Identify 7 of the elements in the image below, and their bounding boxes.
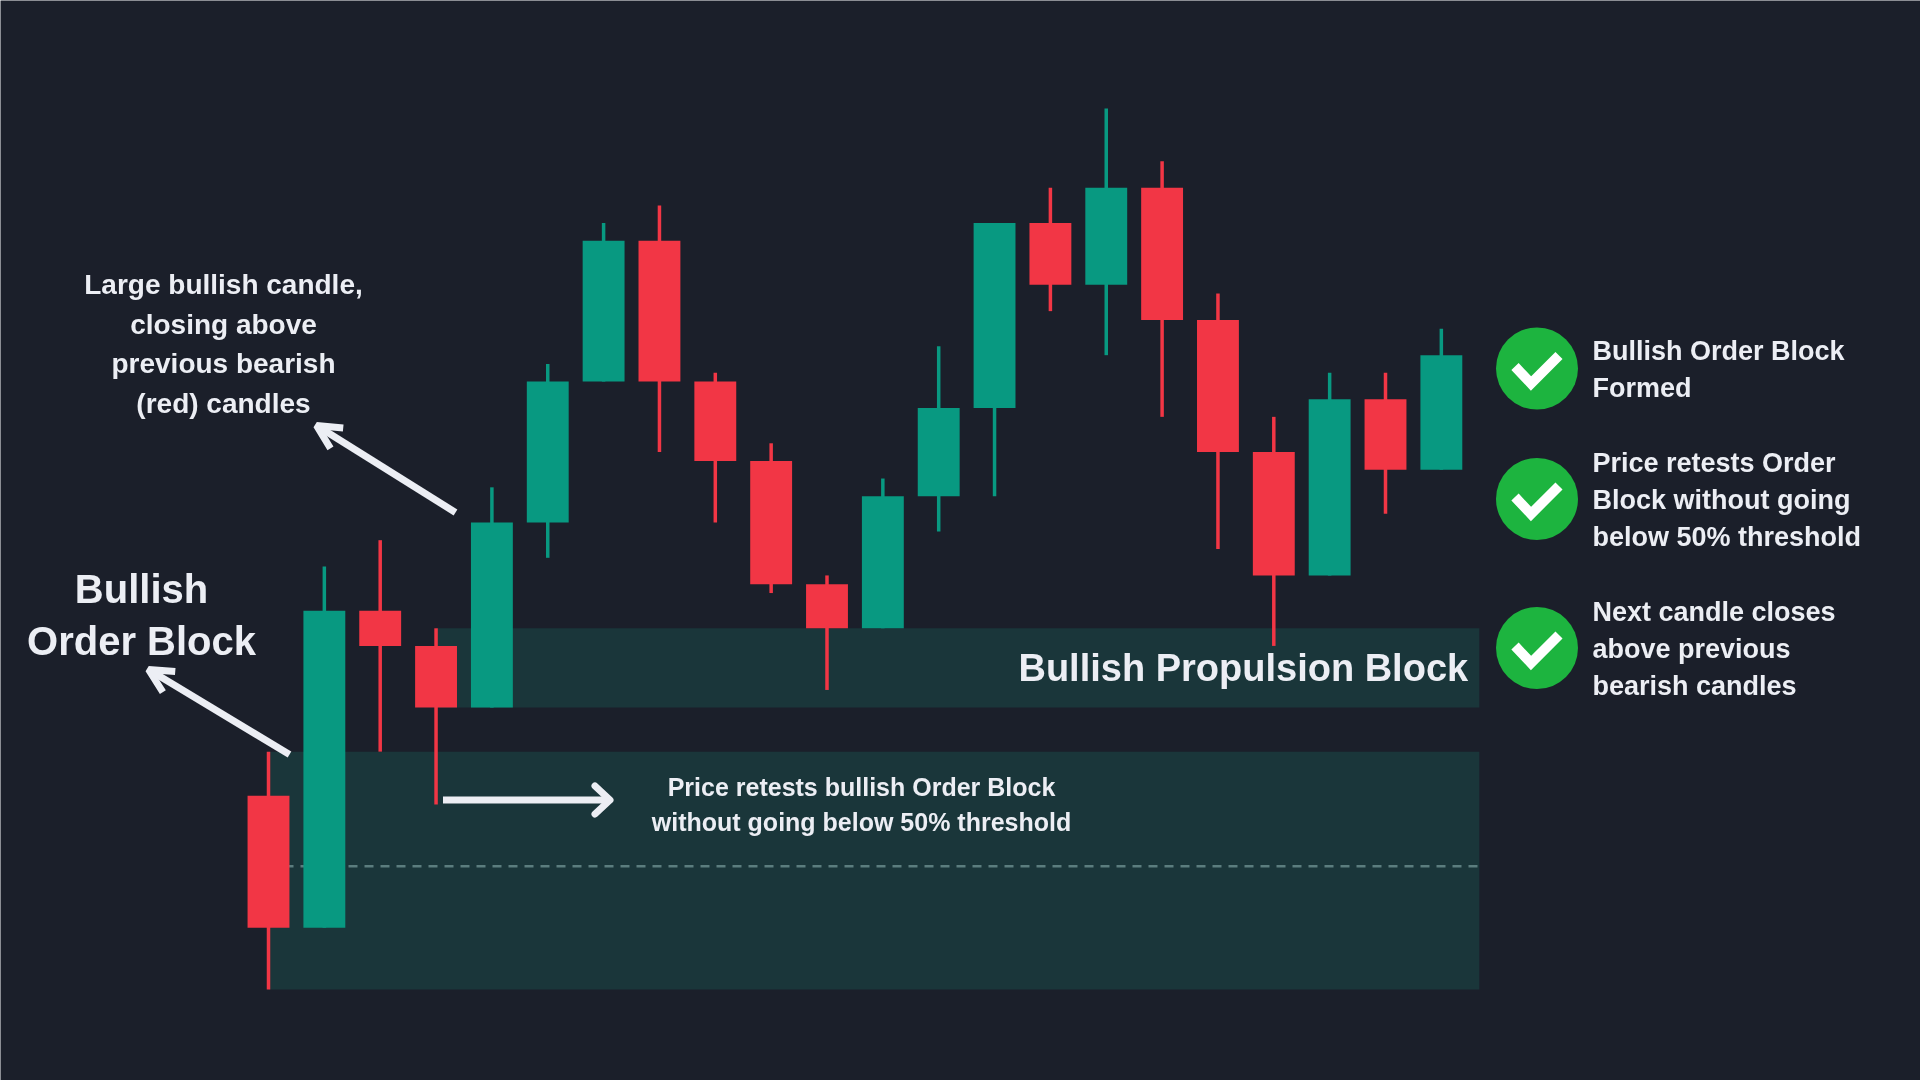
band-label: Bullish Order Block (27, 566, 257, 663)
annotation: Large bullish candle, closing above previous bearish (red) candles (84, 269, 363, 419)
annotation: Price retests bullish Order Block without going below 50% threshold (650, 773, 1072, 836)
text: Bullish Order Block Formed (1592, 335, 1846, 403)
band-label: Bullish Propulsion Block (1018, 646, 1470, 689)
text: Price retests Order Block without going below 50% threshold (1592, 447, 1862, 552)
text: Next candle closes above previous bearish candles (1592, 596, 1836, 701)
